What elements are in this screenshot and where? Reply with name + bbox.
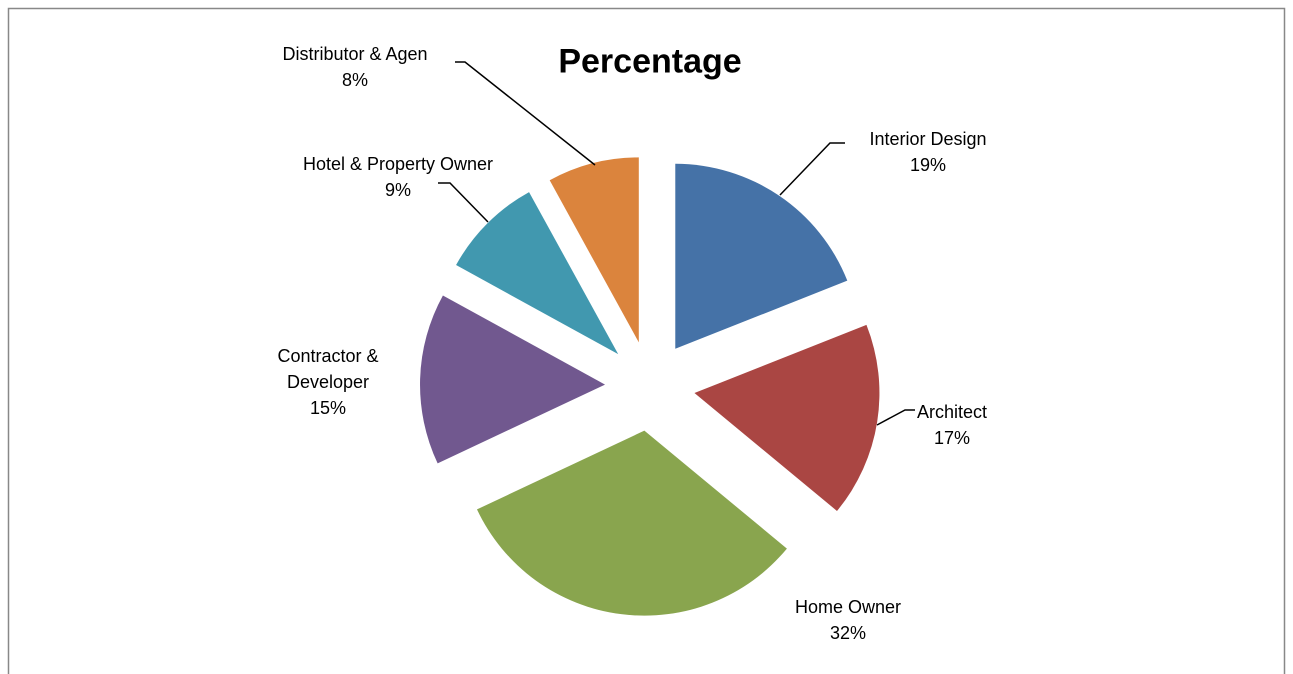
data-label: Interior Design 19% <box>828 126 1028 178</box>
data-label: Contractor & Developer 15% <box>253 343 403 421</box>
value-label: 8% <box>341 70 368 90</box>
pie-slice <box>456 192 619 355</box>
category-label: Contractor & Developer <box>277 346 379 392</box>
category-label: Hotel & Property Owner <box>302 154 494 174</box>
data-label: Home Owner 32% <box>768 594 928 646</box>
data-label: Architect 17% <box>892 399 1012 451</box>
leader-line <box>455 61 596 166</box>
leader-line <box>779 142 845 196</box>
pie-slice <box>476 430 787 616</box>
pie-slice <box>420 295 606 464</box>
value-label: 15% <box>309 398 347 418</box>
category-label: Architect <box>916 402 988 422</box>
leader-line <box>438 182 489 223</box>
value-label: 9% <box>384 180 411 200</box>
value-label: 32% <box>829 623 867 643</box>
category-label: Distributor & Agen <box>282 44 428 64</box>
data-label: Distributor & Agen 8% <box>235 41 475 93</box>
data-label: Hotel & Property Owner 9% <box>298 151 498 203</box>
category-label: Interior Design <box>869 129 987 149</box>
pie-slice <box>675 163 848 349</box>
value-label: 19% <box>909 155 947 175</box>
category-label: Home Owner <box>794 597 902 617</box>
leader-line <box>876 409 915 426</box>
value-label: 17% <box>933 428 971 448</box>
pie-slice <box>549 157 639 343</box>
chart-title: Percentage <box>558 42 742 81</box>
chart-frame <box>7 7 1286 674</box>
pie-slice <box>694 324 880 511</box>
